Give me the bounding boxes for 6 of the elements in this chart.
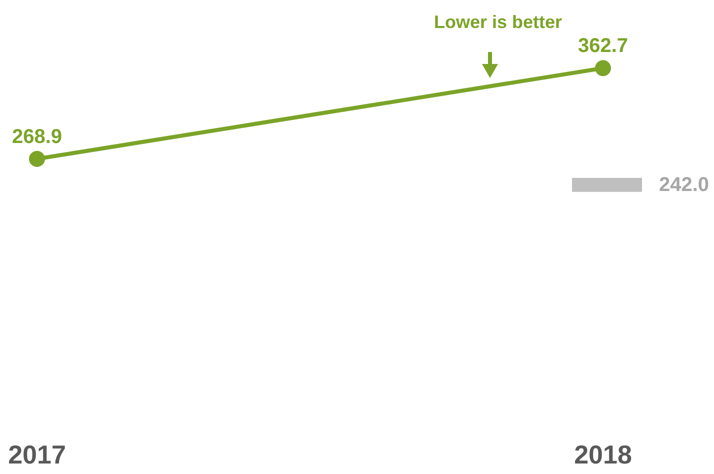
text: Lower is better [432,12,564,33]
x-tick-label: 2018 [574,439,632,470]
data-label: 268.9 [12,126,62,148]
x-tick-label: 2017 [8,439,66,470]
data-label: 362.7 [578,35,628,58]
ref-line-label: 242.0 [659,174,710,196]
